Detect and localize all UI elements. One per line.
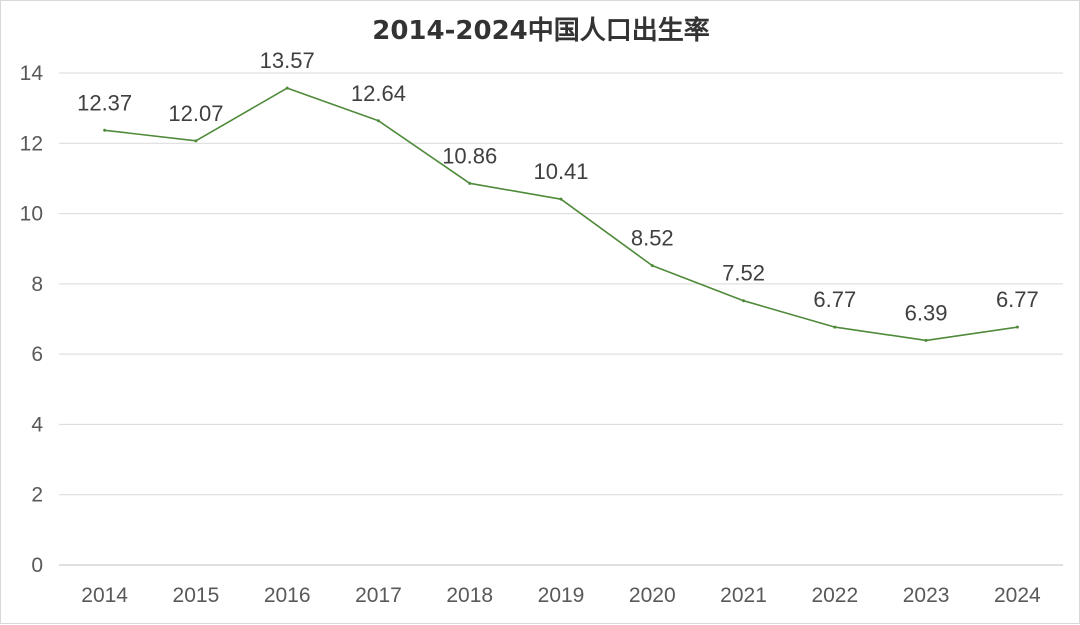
x-tick-label: 2021: [720, 584, 767, 607]
x-tick-label: 2023: [903, 584, 950, 607]
data-point: [376, 119, 380, 123]
x-tick-label: 2022: [811, 584, 858, 607]
y-tick-label: 10: [20, 203, 43, 226]
y-tick-label: 2: [31, 484, 43, 507]
data-point: [285, 86, 289, 90]
data-label: 10.86: [442, 143, 497, 168]
data-point: [468, 181, 472, 185]
data-label: 6.77: [813, 287, 856, 312]
data-label: 7.52: [722, 261, 765, 286]
y-tick-label: 4: [31, 413, 43, 436]
gridlines: [59, 72, 1063, 566]
data-point: [833, 325, 837, 329]
series-line-layer: [103, 86, 1019, 342]
chart-title: 2014-2024中国人口出生率: [372, 15, 710, 46]
x-tick-label: 2016: [264, 584, 311, 607]
x-tick-label: 2024: [994, 584, 1041, 607]
x-tick-label: 2018: [446, 584, 493, 607]
x-tick-label: 2020: [629, 584, 676, 607]
data-label: 12.07: [168, 101, 223, 126]
data-point: [1015, 325, 1019, 329]
x-tick-label: 2015: [173, 584, 220, 607]
data-labels: 12.37 12.07 13.57 12.64 10.86 10.41 8.52 7.52 6.…: [77, 48, 1039, 325]
data-label: 8.52: [631, 226, 674, 251]
series-line: [104, 87, 1018, 342]
data-point: [650, 264, 654, 268]
x-tick-label: 2014: [81, 584, 128, 607]
data-label: 10.41: [533, 159, 588, 184]
x-tick-label: 2017: [355, 584, 402, 607]
y-tick-label: 12: [20, 132, 43, 155]
x-tick-label: 2019: [538, 584, 585, 607]
data-point: [742, 299, 746, 303]
data-label: 12.64: [351, 81, 406, 106]
y-tick-label: 0: [31, 554, 43, 577]
y-tick-label: 14: [20, 62, 44, 85]
x-axis-ticks: 2014 2015 2016 2017 2018 2019 2020 2021 2022 2023…: [81, 584, 1041, 607]
y-axis-ticks: 0 2 4 6 8 10 12 14: [20, 62, 44, 577]
data-point: [194, 139, 198, 143]
y-tick-label: 8: [31, 273, 43, 296]
data-label: 6.39: [905, 300, 948, 325]
data-label: 12.37: [77, 90, 132, 115]
y-tick-label: 6: [31, 343, 43, 366]
data-point: [103, 128, 107, 132]
data-label: 6.77: [996, 287, 1039, 312]
data-label: 13.57: [260, 48, 315, 73]
data-point: [559, 197, 563, 201]
data-point: [924, 338, 928, 342]
